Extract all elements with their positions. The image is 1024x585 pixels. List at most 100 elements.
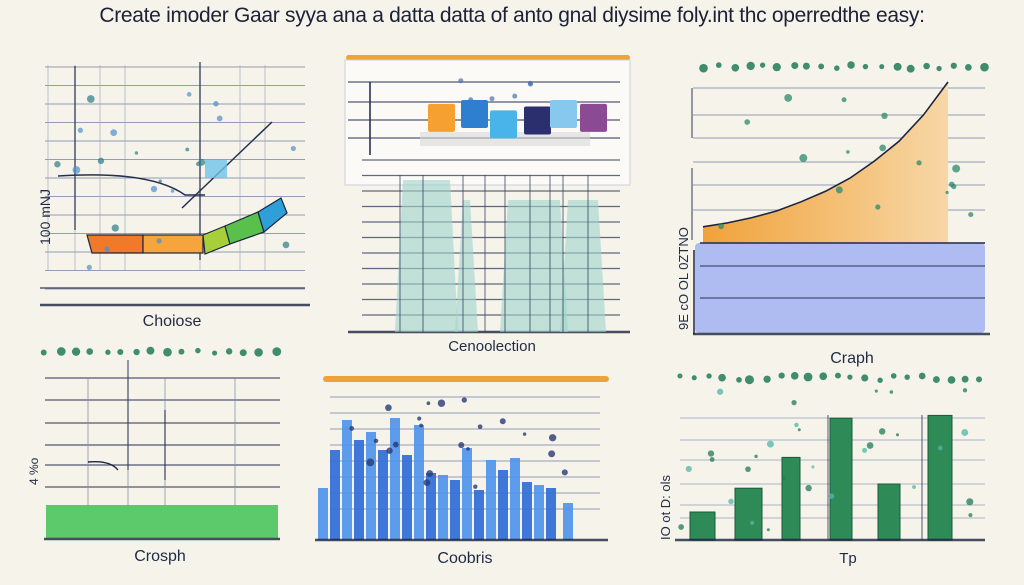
scatter-dot [163,347,172,357]
scatter-dot [715,62,722,68]
scatter-dot [111,224,119,232]
scatter-dot [794,422,799,428]
panel-bottom-right-ylabel: IO ot D: ols [658,474,673,540]
scatter-dot [239,349,247,357]
scatter-dot [706,373,712,379]
scatter-dot [385,404,392,412]
header-bar [346,55,630,60]
scatter-dot [499,418,506,425]
scatter-dot [392,441,399,448]
blue-bar [378,450,388,540]
scatter-dot [685,465,692,472]
green-bar [734,487,763,541]
scatter-dot [522,432,527,436]
scatter-dot [961,375,969,383]
legend-block-bar [524,106,551,135]
scatter-dot [185,147,190,152]
blue-bar [402,455,412,540]
scatter-dot [847,374,853,380]
scatter-dot [878,428,886,435]
scatter-dot [818,63,825,70]
scatter-dot [754,454,758,459]
scatter-dot [834,65,840,71]
scatter-dot [745,466,751,473]
scatter-dot [466,447,470,451]
green-bar [781,456,801,541]
scatter-dot [195,347,201,354]
page-title: Create imoder Gaar syya ana a datta datt… [99,4,925,27]
scatter-dot [861,374,869,382]
scatter-dot [158,179,162,183]
highlight-square [205,160,227,178]
scatter-dot [879,64,885,70]
blue-bar [462,448,472,540]
scatter-dot [110,129,118,136]
panel-top-right-xlabel: Craph [830,350,874,367]
panel-top-left-ylabel: 100 mNJ [37,189,53,245]
green-bar [829,417,853,541]
scatter-dot [961,429,969,436]
scatter-dot [731,63,740,72]
scatter-dot [178,348,185,355]
scatter-dot [846,150,850,154]
scatter-dot [461,397,467,403]
scatter-dot [677,373,683,379]
scatter-dot [561,469,568,476]
scatter-dot [716,388,724,395]
segment-bar [257,197,288,234]
teal-bar [455,200,478,332]
blue-bar [450,480,460,540]
scatter-dot [916,160,922,166]
segment-bar [86,234,144,254]
scatter-dot [799,154,808,163]
scatter-dot [904,374,910,380]
scatter-dot [862,447,868,453]
scatter-dot [790,372,799,380]
blue-bar [510,458,520,540]
scatter-dot [875,204,881,210]
scatter-dot [548,434,557,442]
panel-top-left-xlabel: Choiose [143,313,202,330]
blue-bar [498,470,508,540]
scatter-dot [489,96,495,102]
scatter-dot [912,485,916,489]
scatter-dot [373,438,379,444]
scatter-dot [965,64,972,71]
blue-bar [366,432,376,540]
scatter-dot [835,186,843,194]
scatter-dot [879,144,887,152]
scatter-dot [936,65,942,72]
scatter-dot [744,375,754,385]
scatter-dot [512,93,518,99]
panel-top-left-chart [40,62,310,307]
scatter-dot [766,528,770,532]
panel-top-right-chart [691,61,990,336]
scatter-dot [97,157,105,165]
scatter-dot [834,372,841,379]
trend-line [57,174,205,196]
scatter-dot [213,101,219,107]
scatter-dot [150,185,158,193]
scatter-dot [548,450,556,458]
scatter-dot [156,238,162,244]
scatter-dot [975,376,983,383]
scatter-dot [225,348,233,355]
scatter-dot [893,62,902,71]
scatter-dot [759,62,766,68]
scatter-dot [40,349,47,356]
scatter-dot [889,390,894,394]
scatter-dot [105,349,111,355]
panel-top-center-chart [344,55,631,334]
scatter-dot [527,81,533,87]
scatter-dot [691,375,697,381]
scatter-dot [458,78,464,84]
blue-bar [414,425,424,540]
scatter-dot [426,470,434,477]
scatter-dot [918,372,926,380]
panel-bottom-right-chart [675,372,985,542]
scatter-dot [781,476,786,480]
scatter-dot [784,94,793,102]
scatter-dot [718,373,726,382]
panel-top-right-ylabel: 9E cO OL 0ZTNO [676,227,691,330]
